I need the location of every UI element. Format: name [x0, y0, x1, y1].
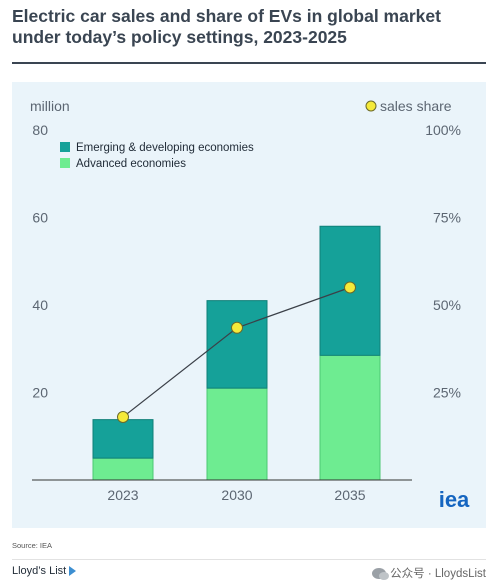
- legend-swatch-sales-share: [365, 100, 377, 112]
- publisher-name: Lloyd’s List: [12, 565, 67, 577]
- x-tick-label: 2035: [334, 487, 365, 503]
- y-left-tick-label: 40: [32, 297, 48, 313]
- x-tick-label: 2023: [107, 487, 138, 503]
- publisher-logo-icon: [69, 566, 77, 576]
- y-axis-unit-label: million: [30, 98, 70, 114]
- bar-advanced-economies: [92, 457, 154, 481]
- chart-svg: million 20 40 60 80 25% 50% 75% 100% 2023 2030 2035…: [30, 98, 470, 512]
- y-right-tick-label: 50%: [433, 297, 461, 313]
- title-divider: [12, 62, 486, 64]
- chart-panel: million 20 40 60 80 25% 50% 75% 100% 2023 2030 2035…: [12, 82, 486, 528]
- iea-logo: iea: [439, 487, 470, 512]
- legend-swatch-emerging: [60, 142, 70, 152]
- legend-label-advanced: Advanced economies: [76, 158, 186, 170]
- legend-label-sales-share: sales share: [380, 98, 452, 114]
- y-right-tick-label: 25%: [433, 385, 461, 401]
- legend-label-emerging: Emerging & developing economies: [76, 142, 254, 154]
- sales-share-point: [344, 281, 356, 294]
- chart-title: Electric car sales and share of EVs in g…: [12, 6, 441, 47]
- sales-share-point: [117, 411, 129, 423]
- legend-swatch-advanced: [60, 158, 70, 168]
- x-tick-label: 2030: [221, 487, 252, 503]
- wechat-icon: [372, 567, 390, 580]
- bar-advanced-economies: [206, 387, 268, 481]
- source-note: Source: IEA: [12, 541, 53, 550]
- bar-emerging-economies: [92, 419, 154, 459]
- sales-share-point: [231, 321, 243, 334]
- y-left-tick-label: 20: [32, 385, 48, 401]
- publisher-brand: Lloyd’s List: [12, 565, 77, 577]
- y-right-tick-label: 100%: [425, 122, 461, 138]
- bar-advanced-economies: [319, 354, 381, 481]
- y-left-tick-label: 60: [32, 210, 48, 226]
- y-left-tick-label: 80: [32, 122, 48, 138]
- footer-divider: [12, 559, 486, 560]
- wechat-watermark: 公众号 · LloydsList: [372, 565, 486, 581]
- y-right-tick-label: 75%: [433, 210, 461, 226]
- watermark-text: 公众号 · LloydsList: [390, 568, 486, 580]
- bar-emerging-economies: [206, 300, 268, 389]
